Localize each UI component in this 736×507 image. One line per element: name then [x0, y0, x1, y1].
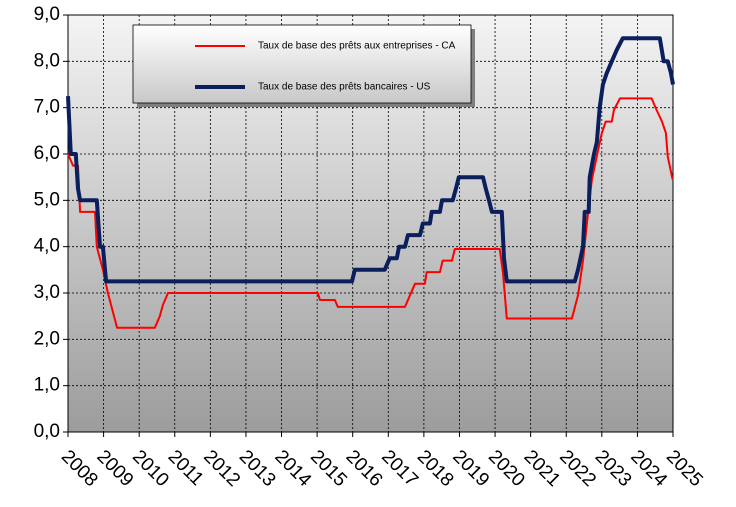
y-tick-label: 7,0 — [34, 97, 60, 118]
y-tick-label: 1,0 — [34, 375, 60, 396]
y-tick-label: 5,0 — [34, 189, 60, 210]
x-tick-label: 2016 — [342, 446, 387, 491]
x-tick-label: 2023 — [591, 446, 636, 491]
y-tick-label: 2,0 — [34, 328, 60, 349]
x-tick-label: 2013 — [235, 446, 280, 491]
y-tick-label: 6,0 — [34, 143, 60, 164]
x-tick-label: 2014 — [270, 446, 315, 491]
y-tick-label: 9,0 — [34, 4, 60, 25]
x-tick-label: 2018 — [413, 446, 458, 491]
x-tick-label: 2015 — [306, 446, 351, 491]
y-tick-label: 0,0 — [34, 421, 60, 442]
x-tick-label: 2019 — [448, 446, 493, 491]
x-tick-label: 2012 — [199, 446, 244, 491]
x-tick-label: 2010 — [128, 446, 173, 491]
x-tick-label: 2024 — [626, 446, 671, 491]
x-tick-label: 2009 — [93, 446, 138, 491]
legend-label: Taux de base des prêts bancaires - US — [258, 82, 431, 93]
line — [66, 36, 675, 284]
legend-label: Taux de base des prêts aux entreprises -… — [258, 41, 456, 52]
x-tick-label: 2011 — [164, 446, 208, 490]
line — [67, 97, 674, 329]
x-tick-label: 2025 — [662, 446, 707, 491]
x-tick-label: 2017 — [377, 446, 422, 491]
y-tick-label: 3,0 — [34, 282, 60, 303]
legend — [132, 24, 472, 104]
x-tick-label: 2020 — [484, 446, 529, 491]
y-tick-label: 8,0 — [34, 50, 60, 71]
y-tick-label: 4,0 — [34, 236, 60, 257]
x-tick-label: 2021 — [520, 446, 565, 491]
x-tick-label: 2022 — [555, 446, 600, 491]
x-tick-label: 2008 — [57, 446, 102, 491]
